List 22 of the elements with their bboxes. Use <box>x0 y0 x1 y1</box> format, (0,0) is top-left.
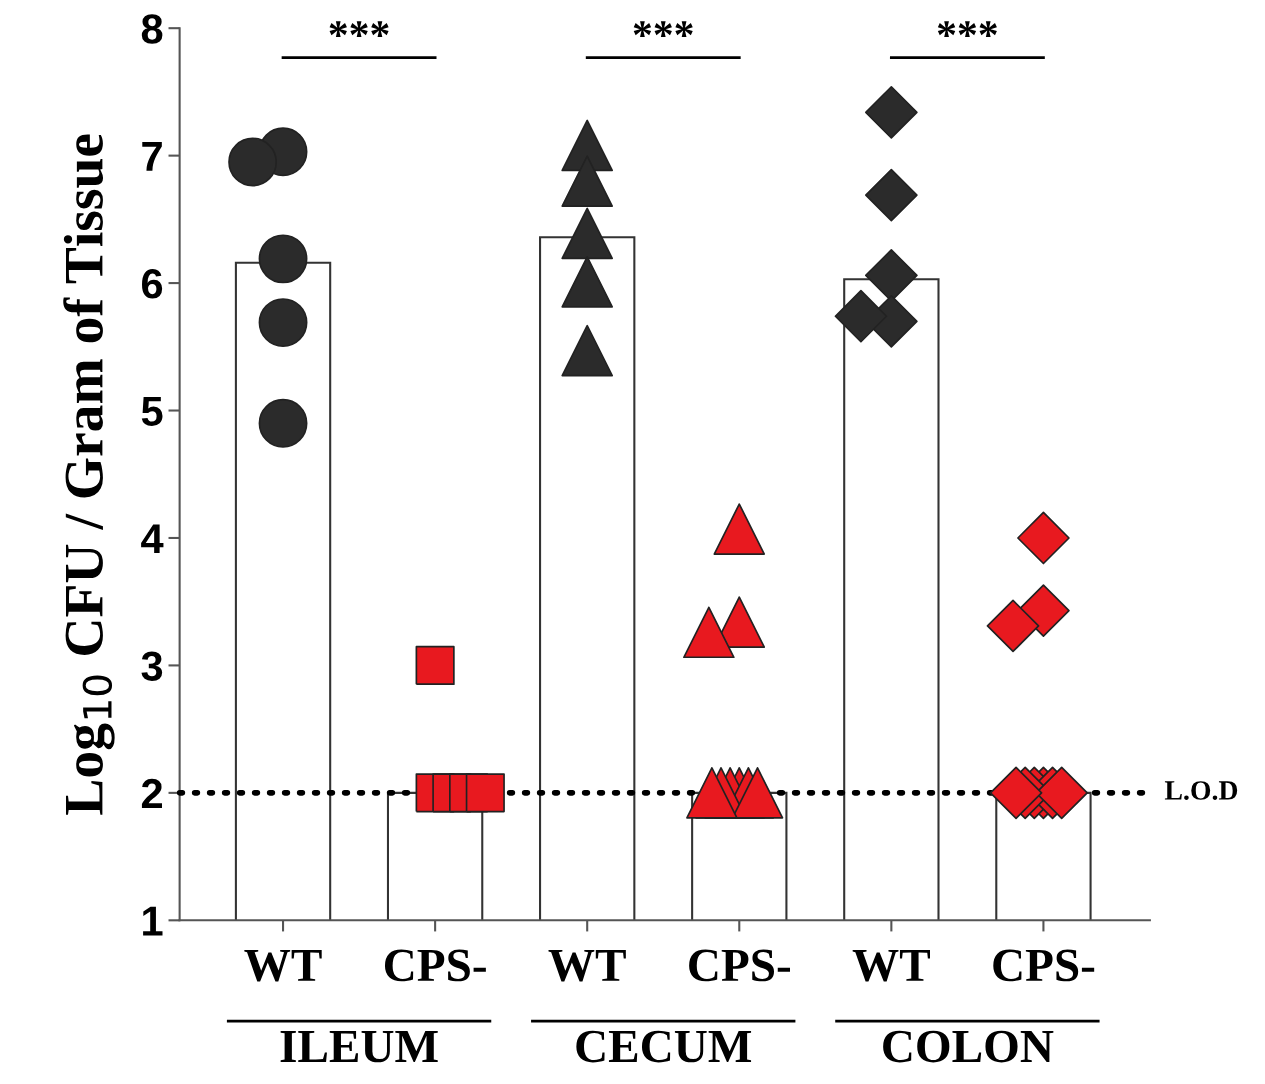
y-axis-title: Log$_{10}$ CFU / Gram of Tissue <box>63 134 115 815</box>
text: CECUM <box>576 1030 752 1063</box>
x-tick-label: CPS- <box>689 949 791 982</box>
x-tick-label: WT <box>548 949 626 982</box>
annotation: *** <box>937 21 997 37</box>
annotation: *** <box>329 21 389 37</box>
y-tick-label: 4 <box>141 524 164 554</box>
y-tick-label: 8 <box>141 14 163 44</box>
y-tick-label: 5 <box>141 396 163 427</box>
ref-line-label: L.O.D <box>1164 781 1238 800</box>
x-tick-label: CPS- <box>384 949 486 982</box>
y-tick-label: 1 <box>143 906 163 936</box>
y-tick-label: 7 <box>142 142 162 171</box>
y-tick-label: 3 <box>141 651 163 681</box>
y-tick-label: 2 <box>141 778 162 808</box>
annotation: *** <box>633 21 693 37</box>
x-tick-label: CPS- <box>993 949 1095 982</box>
x-tick-label: WT <box>244 949 322 982</box>
text: COLON <box>883 1030 1054 1063</box>
y-tick-label: 6 <box>142 269 163 299</box>
x-tick-label: WT <box>852 949 930 982</box>
text: ILEUM <box>280 1031 438 1063</box>
